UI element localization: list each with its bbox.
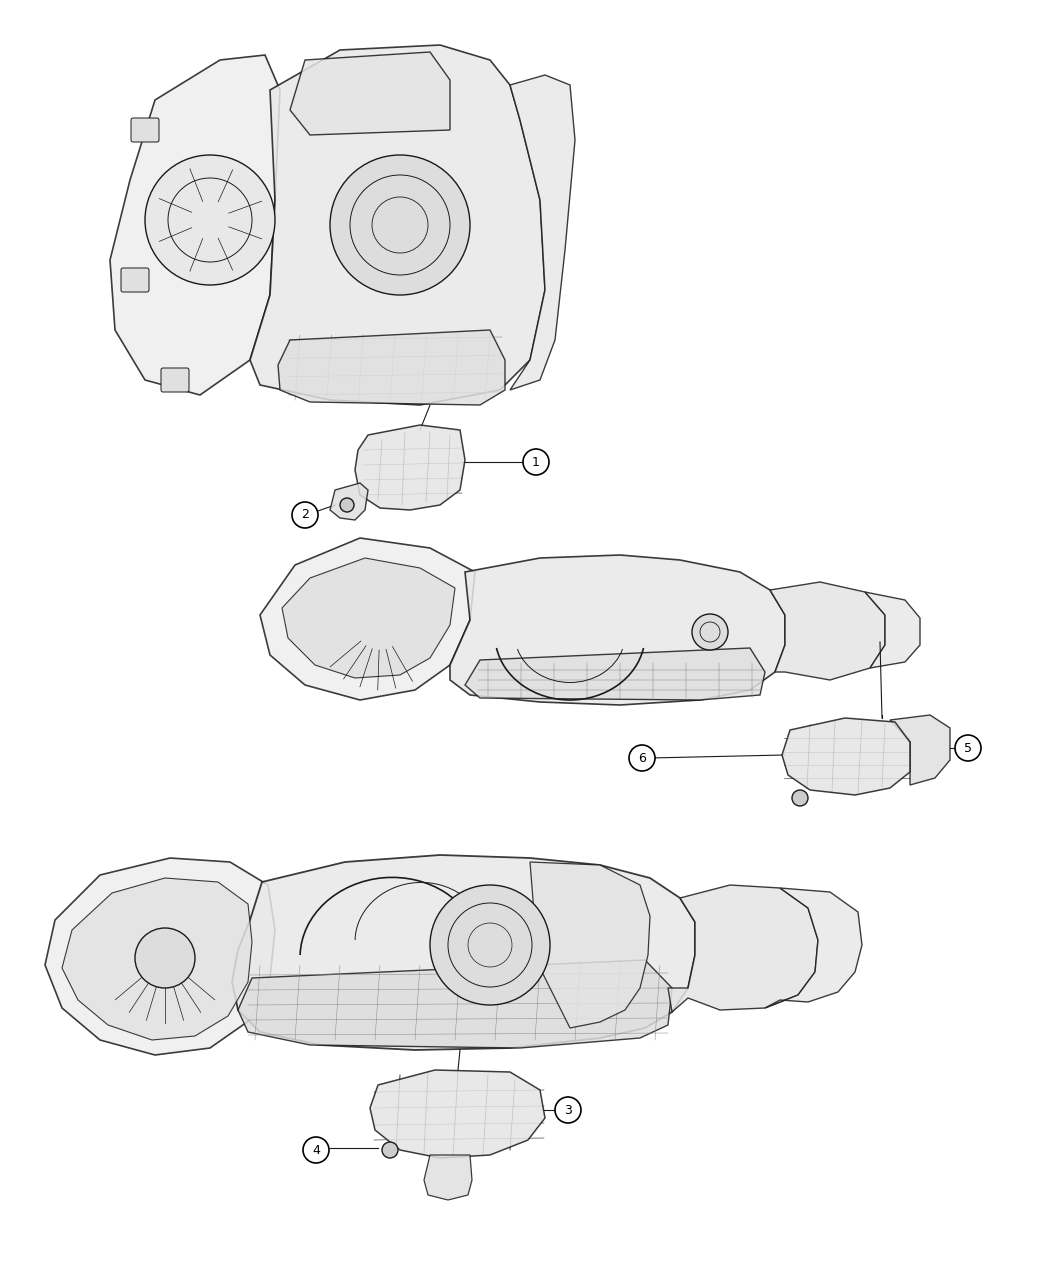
Polygon shape xyxy=(110,55,280,395)
Circle shape xyxy=(430,885,550,1005)
Circle shape xyxy=(555,1096,581,1123)
Circle shape xyxy=(135,928,195,988)
Text: 3: 3 xyxy=(564,1103,572,1117)
Circle shape xyxy=(292,502,318,528)
Polygon shape xyxy=(890,715,950,785)
Polygon shape xyxy=(62,878,252,1040)
Polygon shape xyxy=(510,75,575,390)
Circle shape xyxy=(692,615,728,650)
Circle shape xyxy=(145,156,275,286)
Polygon shape xyxy=(250,45,545,405)
Circle shape xyxy=(792,790,809,806)
Polygon shape xyxy=(865,592,920,668)
Polygon shape xyxy=(260,538,475,700)
Circle shape xyxy=(382,1142,398,1158)
Polygon shape xyxy=(465,648,765,700)
Circle shape xyxy=(330,156,470,295)
Circle shape xyxy=(956,734,981,761)
Polygon shape xyxy=(782,718,910,796)
Circle shape xyxy=(629,745,655,771)
Circle shape xyxy=(523,449,549,476)
Text: 1: 1 xyxy=(532,455,540,468)
Polygon shape xyxy=(282,558,455,678)
Polygon shape xyxy=(530,862,650,1028)
Polygon shape xyxy=(278,330,505,405)
Polygon shape xyxy=(770,581,885,680)
FancyBboxPatch shape xyxy=(121,268,149,292)
Polygon shape xyxy=(45,858,275,1054)
Polygon shape xyxy=(290,52,450,135)
Polygon shape xyxy=(232,856,695,1051)
Polygon shape xyxy=(450,555,785,705)
FancyBboxPatch shape xyxy=(131,119,159,142)
Polygon shape xyxy=(424,1155,472,1200)
Polygon shape xyxy=(238,960,672,1048)
Text: 6: 6 xyxy=(638,751,646,765)
Polygon shape xyxy=(330,483,367,520)
Polygon shape xyxy=(668,885,818,1012)
Polygon shape xyxy=(765,887,862,1009)
Text: 2: 2 xyxy=(301,509,309,521)
Circle shape xyxy=(303,1137,329,1163)
Text: 4: 4 xyxy=(312,1144,320,1156)
Circle shape xyxy=(340,499,354,513)
Polygon shape xyxy=(355,425,465,510)
Polygon shape xyxy=(370,1070,545,1158)
Text: 5: 5 xyxy=(964,742,972,755)
FancyBboxPatch shape xyxy=(161,368,189,391)
